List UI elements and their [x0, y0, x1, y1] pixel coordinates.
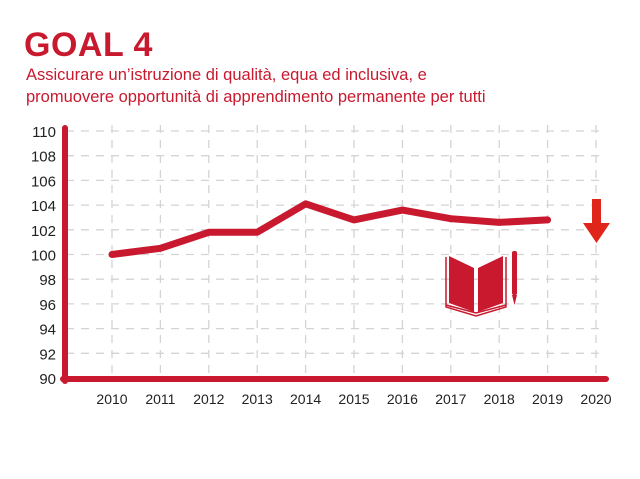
- x-tick-label: 2012: [193, 391, 224, 407]
- y-tick-label: 108: [31, 149, 56, 166]
- x-tick-label: 2016: [387, 391, 418, 407]
- x-tick-label: 2018: [484, 391, 515, 407]
- y-tick-label: 96: [39, 297, 56, 314]
- x-tick-label: 2017: [435, 391, 466, 407]
- x-tick-label: 2010: [96, 391, 127, 407]
- y-tick-label: 98: [39, 272, 56, 289]
- x-tick-label: 2014: [290, 391, 321, 407]
- y-tick-label: 106: [31, 173, 56, 190]
- chart-subtitle-line2: promuovere opportunità di apprendimento …: [26, 88, 486, 106]
- y-tick-label: 102: [31, 223, 56, 240]
- y-tick-label: 90: [39, 371, 56, 388]
- book-pencil-icon: [445, 251, 517, 317]
- chart-subtitle-line1: Assicurare un’istruzione di qualità, equ…: [26, 66, 427, 84]
- trend-down-arrow-icon: [583, 199, 610, 243]
- y-tick-label: 110: [32, 124, 56, 141]
- x-tick-label: 2020: [580, 391, 611, 407]
- x-tick-label: 2015: [338, 391, 369, 407]
- series-line: [108, 200, 552, 258]
- y-tick-label: 92: [39, 346, 56, 363]
- x-tick-label: 2011: [145, 391, 175, 407]
- x-tick-label: 2019: [532, 391, 563, 407]
- y-tick-label: 94: [39, 322, 56, 339]
- chart-title: GOAL 4: [24, 26, 153, 64]
- x-tick-label: 2013: [242, 391, 273, 407]
- y-tick-label: 100: [31, 248, 56, 265]
- y-tick-label: 104: [31, 198, 56, 215]
